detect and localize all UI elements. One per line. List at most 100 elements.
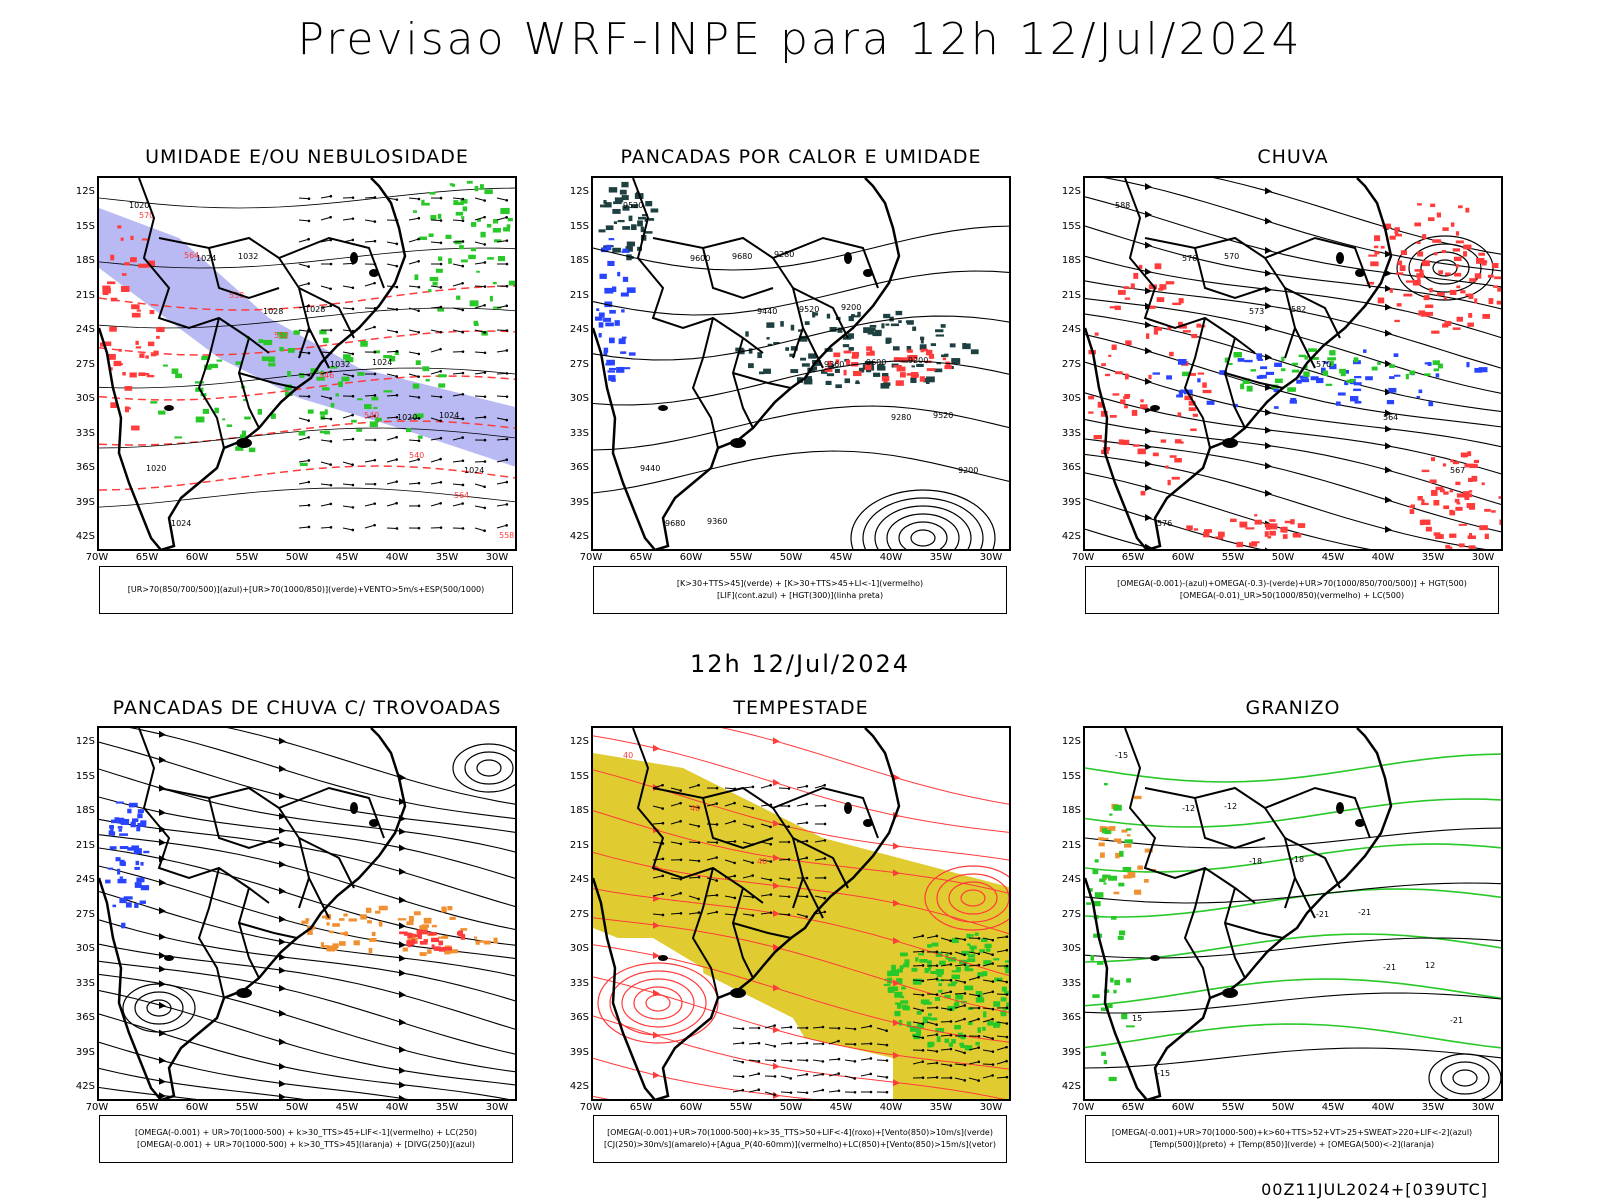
lon-tick-label: 35W: [929, 1102, 953, 1113]
lon-tick-label: 65W: [629, 552, 653, 563]
contour-label: 9440: [640, 464, 660, 473]
contour-label: 1028: [263, 307, 283, 316]
contour-label: 1020: [129, 201, 149, 210]
contour-label: 9200: [908, 356, 928, 365]
contour-label: 9680: [665, 519, 685, 528]
lat-tick-label: 33S: [75, 427, 95, 439]
lon-tick-label: 50W: [285, 1102, 309, 1113]
lat-tick-label: 12S: [1061, 736, 1081, 747]
lat-tick-label: 24S: [569, 324, 589, 335]
legend-line: [OMEGA(-0.001) + UR>70(1000-500) + k>30_…: [136, 1140, 476, 1149]
lat-tick-label: 42S: [569, 531, 589, 542]
lat-tick-label: 30S: [569, 943, 589, 954]
contour-label: 576: [1157, 519, 1172, 528]
lat-tick-label: 24S: [1061, 874, 1081, 885]
lon-tick-label: 70W: [85, 552, 109, 563]
contour-label: 546: [319, 371, 334, 380]
lat-tick-label: 21S: [75, 289, 95, 301]
lat-tick-label: 12S: [569, 736, 589, 747]
contour-label: 564: [1383, 413, 1398, 422]
contour-label: 552: [274, 331, 289, 340]
map-p4: [97, 726, 517, 1101]
contour-label: 570: [1224, 252, 1239, 261]
contour-label: 588: [1115, 201, 1130, 210]
lat-tick-label: 12S: [1061, 186, 1081, 197]
lat-tick-label: 27S: [1061, 358, 1081, 370]
lat-tick-label: 36S: [75, 462, 95, 473]
lon-tick-label: 45W: [829, 1102, 853, 1113]
lat-tick-label: 15S: [1061, 770, 1081, 782]
lat-tick-label: 42S: [1061, 531, 1081, 542]
legend-p5: [OMEGA(-0.001)+UR>70(1000-500)+k>35_TTS>…: [593, 1115, 1007, 1163]
lon-tick-label: 55W: [1221, 552, 1245, 563]
contour-label: 9360: [707, 517, 727, 526]
map-p6: -15 -12 -18 -21 -21 -21 -15 -12 -18 -21 12 15: [1083, 726, 1503, 1101]
lon-tick-label: 45W: [1321, 1102, 1345, 1113]
legend-line: [Temp(500)](preto) + [Temp(850)](verde) …: [1149, 1140, 1435, 1149]
lat-tick-label: 27S: [75, 908, 95, 920]
contour-label: -15: [1115, 751, 1128, 760]
lon-tick-label: 70W: [579, 552, 603, 563]
contour-label: 558: [229, 291, 244, 300]
lat-tick-label: 36S: [75, 1012, 95, 1023]
lat-tick-label: 30S: [75, 393, 95, 404]
panel-title-p1: UMIDADE E/OU NEBULOSIDADE: [145, 146, 469, 168]
lat-tick-label: 42S: [75, 1081, 95, 1092]
contour-label: 1024: [171, 519, 191, 528]
lon-tick-label: 40W: [879, 552, 903, 563]
lon-tick-label: 30W: [485, 552, 509, 563]
lat-tick-label: 39S: [1061, 496, 1081, 508]
lat-tick-label: 12S: [75, 186, 95, 197]
map-canvas-p2: 9520 9600 9440 9360 9280 9200 9680 9680 9520 9600…: [593, 178, 1009, 549]
lon-tick-label: 45W: [335, 1102, 359, 1113]
contour-label: -21: [1450, 1016, 1463, 1025]
lat-tick-label: 27S: [569, 358, 589, 370]
contour-label: 1028: [305, 305, 325, 314]
contour-label: -18: [1291, 855, 1304, 864]
contour-label: 9600: [866, 358, 886, 367]
lat-tick-label: 24S: [75, 874, 95, 885]
lon-tick-label: 40W: [385, 1102, 409, 1113]
contour-label: 1032: [330, 360, 350, 369]
lat-tick-label: 21S: [75, 839, 95, 851]
lon-tick-label: 40W: [879, 1102, 903, 1113]
contour-label: -12: [1182, 804, 1195, 813]
lat-tick-label: 12S: [75, 736, 95, 747]
contour-label: 564: [454, 491, 469, 500]
lat-tick-label: 21S: [1061, 289, 1081, 301]
lat-tick-label: 24S: [569, 874, 589, 885]
contour-label: 1032: [238, 252, 258, 261]
lat-tick-label: 33S: [75, 977, 95, 989]
contour-label: 540: [364, 411, 379, 420]
lat-tick-label: 18S: [75, 255, 95, 266]
lon-tick-label: 70W: [1071, 1102, 1095, 1113]
map-p1: 1020 1024 1028 1032 1020 1024 1024 1032 1028 1024…: [97, 176, 517, 551]
contour-label: 40: [690, 804, 700, 813]
lat-tick-label: 18S: [1061, 805, 1081, 816]
legend-p4: [OMEGA(-0.001) + UR>70(1000-500) + k>30_…: [99, 1115, 513, 1163]
lon-tick-label: 70W: [1071, 552, 1095, 563]
legend-line: [K>30+TTS>45](verde) + [K>30+TTS>45+LI<-…: [676, 579, 924, 588]
lon-tick-label: 60W: [679, 552, 703, 563]
lat-tick-label: 30S: [1061, 943, 1081, 954]
contour-label: 9520: [933, 411, 953, 420]
map-canvas-p1: 1020 1024 1028 1032 1020 1024 1024 1032 1028 1024…: [99, 178, 515, 549]
lat-tick-label: 39S: [569, 496, 589, 508]
contour-label: 567: [1450, 466, 1465, 475]
legend-line: [UR>70(850/700/500)](azul)+[UR>70(1000/8…: [127, 585, 485, 594]
forecast-time-subtitle: 12h 12/Jul/2024: [689, 650, 911, 678]
lat-tick-label: 15S: [75, 770, 95, 782]
lon-tick-label: 40W: [1371, 1102, 1395, 1113]
panel-title-p6: GRANIZO: [1245, 697, 1341, 719]
lon-tick-label: 40W: [1371, 552, 1395, 563]
lon-tick-label: 65W: [629, 1102, 653, 1113]
lat-tick-label: 18S: [569, 805, 589, 816]
map-canvas-p5: 40 40 40: [593, 728, 1009, 1099]
lat-tick-label: 21S: [1061, 839, 1081, 851]
contour-label: -15: [1157, 1069, 1170, 1078]
lon-tick-label: 50W: [1271, 1102, 1295, 1113]
lat-tick-label: 24S: [75, 324, 95, 335]
legend-p1: [UR>70(850/700/500)](azul)+[UR>70(1000/8…: [99, 566, 513, 614]
contour-label: 15: [1132, 1014, 1142, 1023]
legend-line: [OMEGA(-0.01)_UR>50(1000/850)(vermelho) …: [1179, 591, 1405, 600]
